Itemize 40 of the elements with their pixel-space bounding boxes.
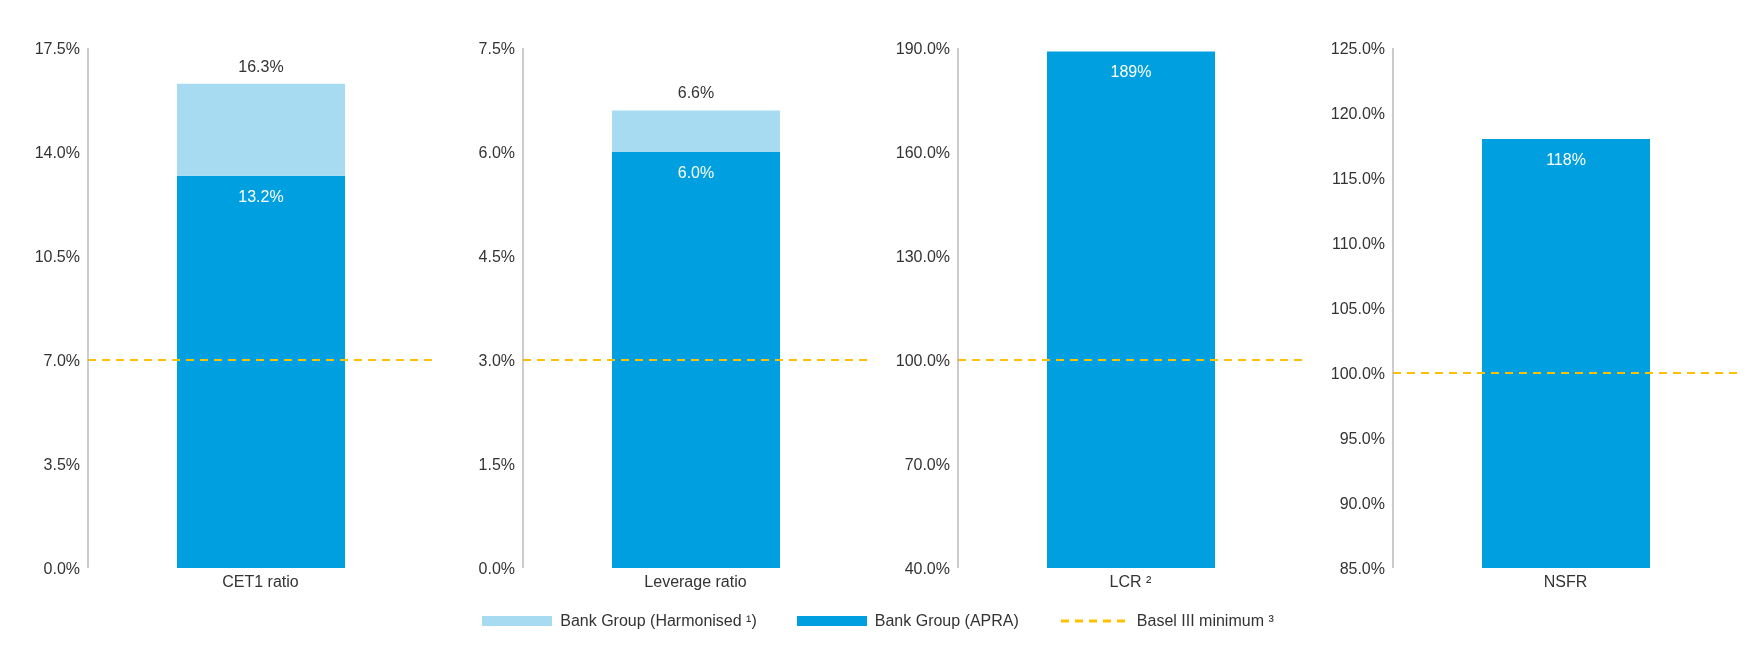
- y-tick-label: 130.0%: [895, 247, 950, 265]
- legend-label: Basel III minimum ³: [1136, 612, 1274, 630]
- y-tick-label: 1.5%: [478, 455, 515, 473]
- y-tick-label: 3.5%: [43, 455, 80, 473]
- y-tick-label: 95.0%: [1339, 429, 1385, 447]
- y-tick-label: 40.0%: [904, 559, 950, 577]
- y-tick-label: 160.0%: [895, 143, 950, 161]
- y-tick-label: 115.0%: [1331, 169, 1385, 187]
- y-tick-label: 100.0%: [895, 351, 950, 369]
- legend-label: Bank Group (APRA): [874, 612, 1019, 630]
- y-tick-label: 7.5%: [478, 39, 515, 57]
- total-label: 16.3%: [238, 57, 284, 75]
- y-tick-label: 17.5%: [34, 39, 80, 57]
- y-tick-label: 4.5%: [478, 247, 515, 265]
- y-tick-label: 120.0%: [1330, 104, 1385, 122]
- y-tick-label: 190.0%: [895, 39, 950, 57]
- x-tick-label: Leverage ratio: [644, 573, 747, 591]
- y-tick-label: 110.0%: [1331, 234, 1385, 252]
- x-tick-label: LCR ²: [1109, 573, 1153, 591]
- data-label: 118%: [1546, 151, 1586, 168]
- y-tick-label: 7.0%: [43, 351, 80, 369]
- y-tick-label: 125.0%: [1330, 39, 1385, 57]
- y-tick-label: 70.0%: [904, 455, 950, 473]
- y-tick-label: 100.0%: [1330, 364, 1385, 382]
- y-tick-label: 14.0%: [34, 143, 80, 161]
- y-tick-label: 10.5%: [34, 247, 80, 265]
- y-tick-label: 0.0%: [43, 559, 80, 577]
- y-tick-label: 90.0%: [1339, 494, 1385, 512]
- y-tick-label: 105.0%: [1330, 299, 1385, 317]
- data-label: 6.0%: [677, 164, 715, 181]
- y-tick-label: 0.0%: [478, 559, 515, 577]
- y-tick-label: 85.0%: [1339, 559, 1385, 577]
- y-tick-label: 3.0%: [478, 351, 515, 369]
- legend-label: Bank Group (Harmonised ¹): [560, 612, 757, 630]
- data-label: 189%: [1110, 63, 1152, 81]
- x-tick-label: NSFR: [1543, 573, 1588, 591]
- y-tick-label: 6.0%: [478, 143, 515, 161]
- total-label: 6.6%: [677, 84, 715, 102]
- data-label: 13.2%: [238, 187, 284, 205]
- x-tick-label: CET1 ratio: [222, 573, 299, 591]
